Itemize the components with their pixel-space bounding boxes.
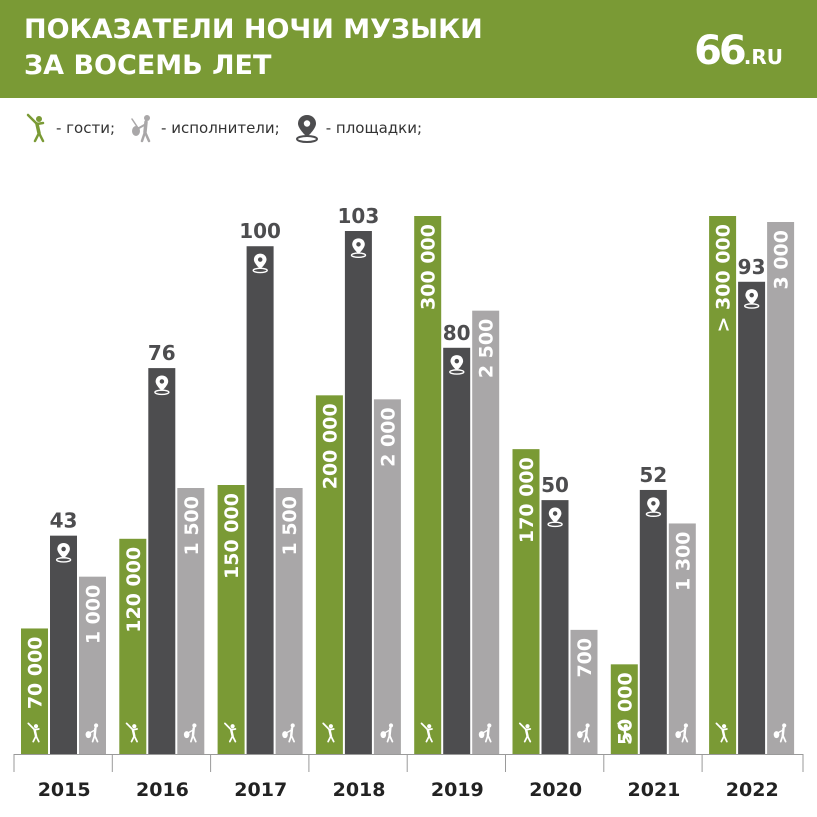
location-pin-icon	[547, 507, 563, 528]
site-logo: 66.RU	[694, 28, 783, 74]
value-label-performers-2021: 1 300	[672, 531, 694, 591]
bar-performers-2015	[79, 576, 106, 754]
musician-icon	[183, 723, 197, 743]
bar-venues-2017	[246, 246, 274, 754]
location-pin-icon	[645, 497, 662, 517]
legend-label-venues: - площадки;	[325, 119, 423, 137]
value-label-guests-2016: 120 000	[123, 547, 145, 633]
dancing-person-icon	[26, 113, 45, 143]
tick-label-2021: 2021	[628, 779, 681, 801]
bar-performers-2016	[177, 488, 205, 754]
bar-guests-2017	[217, 485, 245, 754]
musician-icon	[675, 723, 689, 743]
value-label-venues-2015: 43	[50, 509, 78, 533]
value-label-guests-2019: 300 000	[418, 224, 440, 310]
dancing-person-icon	[617, 722, 630, 743]
value-label-performers-2020: 700	[574, 638, 596, 678]
value-label-performers-2015: 1 000	[83, 585, 105, 645]
bar-performers-2017	[275, 488, 303, 754]
header-banner: ПОКАЗАТЕЛИ НОЧИ МУЗЫКИ ЗА ВОСЕМЬ ЛЕТ 66.…	[0, 0, 817, 98]
value-label-guests-2020: 170 000	[516, 457, 538, 543]
logo-suffix: .RU	[743, 45, 783, 69]
value-label-guests-2017: 150 000	[221, 493, 243, 579]
legend-item-guests: - гости;	[24, 113, 115, 143]
value-label-guests-2015: 70 000	[25, 636, 47, 709]
bar-venues-2018	[344, 231, 372, 754]
bar-performers-2022	[767, 222, 795, 754]
value-label-venues-2021: 52	[639, 463, 667, 487]
dancing-person-icon	[322, 722, 335, 743]
tick-label-2020: 2020	[529, 779, 582, 801]
value-label-performers-2017: 1 500	[279, 496, 301, 556]
legend-item-performers: - исполнители;	[129, 113, 280, 143]
page-title: ПОКАЗАТЕЛИ НОЧИ МУЗЫКИ ЗА ВОСЕМЬ ЛЕТ	[24, 12, 483, 84]
bar-performers-2019	[472, 310, 500, 754]
tick-label-2016: 2016	[136, 779, 189, 801]
dancing-person-icon	[420, 722, 433, 743]
bar-performers-2018	[373, 399, 401, 754]
musician-icon	[577, 723, 590, 743]
value-label-guests-2018: 200 000	[319, 403, 341, 489]
value-label-guests-2022: > 300 000	[713, 224, 735, 332]
location-pin-icon	[350, 238, 367, 258]
value-label-guests-2021: 50 000	[614, 672, 636, 745]
tick-label-2017: 2017	[234, 779, 287, 801]
value-label-performers-2019: 2 500	[476, 319, 498, 379]
value-label-performers-2022: 3 000	[771, 230, 793, 290]
bar-venues-2021	[639, 489, 667, 754]
bar-venues-2020	[541, 500, 569, 754]
location-pin-icon	[743, 289, 760, 309]
tick-label-2018: 2018	[333, 779, 386, 801]
bar-performers-2020	[570, 629, 598, 754]
value-label-venues-2022: 93	[738, 255, 766, 279]
bar-guests-2020	[512, 449, 540, 754]
bar-venues-2019	[443, 347, 471, 754]
dancing-person-icon	[125, 722, 138, 743]
bar-guests-2019	[414, 216, 442, 754]
musician-icon	[478, 723, 492, 743]
tick-label-2019: 2019	[431, 779, 484, 801]
tick-label-2022: 2022	[726, 779, 779, 801]
bar-guests-2022	[709, 216, 737, 754]
logo-main: 66	[694, 28, 747, 74]
legend-label-performers: - исполнители;	[161, 119, 280, 137]
musician-icon	[773, 723, 787, 743]
dancing-person-icon	[224, 722, 237, 743]
bar-performers-2021	[668, 523, 696, 754]
bar-venues-2015	[50, 535, 77, 754]
title-line-2: ЗА ВОСЕМЬ ЛЕТ	[24, 50, 272, 81]
chart-legend: - гости; - исполнители; - площадки;	[24, 112, 436, 144]
musician-icon	[131, 115, 151, 143]
value-label-venues-2020: 50	[541, 473, 569, 497]
location-pin-icon	[295, 115, 318, 143]
value-label-venues-2018: 103	[338, 204, 380, 228]
bar-venues-2022	[738, 281, 766, 754]
bar-guests-2018	[315, 395, 343, 754]
location-pin-icon	[154, 375, 170, 396]
musician-icon	[380, 723, 394, 743]
tick-label-2015: 2015	[38, 779, 91, 801]
bar-venues-2016	[148, 368, 176, 754]
value-label-venues-2019: 80	[443, 321, 471, 345]
legend-label-guests: - гости;	[56, 119, 116, 137]
bar-guests-2016	[119, 538, 147, 754]
musician-icon	[85, 723, 99, 743]
value-label-venues-2016: 76	[148, 341, 176, 365]
value-label-performers-2016: 1 500	[181, 496, 203, 556]
value-label-performers-2018: 2 000	[377, 407, 399, 467]
value-label-venues-2017: 100	[239, 219, 281, 243]
musician-icon	[282, 723, 295, 743]
legend-item-venues: - площадки;	[294, 113, 422, 143]
location-pin-icon	[55, 543, 72, 563]
dancing-person-icon	[715, 722, 728, 743]
location-pin-icon	[252, 253, 268, 274]
title-line-1: ПОКАЗАТЕЛИ НОЧИ МУЗЫКИ	[24, 14, 483, 45]
dancing-person-icon	[518, 722, 532, 743]
location-pin-icon	[449, 355, 465, 375]
dancing-person-icon	[27, 722, 40, 743]
